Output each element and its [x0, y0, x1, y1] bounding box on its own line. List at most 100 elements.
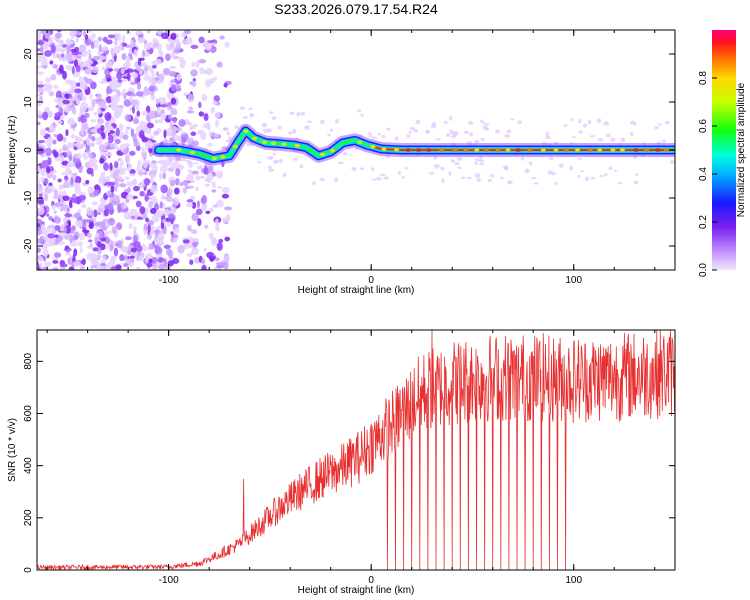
noise-blob — [136, 110, 141, 117]
noise-blob — [135, 200, 142, 208]
trace-hotspot — [644, 148, 650, 152]
noise-blob — [217, 186, 223, 189]
noise-blob — [172, 223, 180, 229]
noise-blob — [428, 171, 435, 175]
noise-blob — [590, 176, 596, 180]
noise-blob — [106, 60, 114, 69]
noise-blob — [495, 129, 500, 134]
snr-series-line — [37, 330, 675, 570]
noise-blob — [155, 71, 160, 78]
noise-blob — [371, 167, 375, 172]
noise-blob — [137, 160, 142, 169]
noise-blob — [246, 144, 253, 147]
noise-blob — [503, 165, 509, 170]
noise-blob — [41, 223, 45, 232]
noise-blob — [75, 220, 83, 227]
plot-frame-bottom — [36, 329, 676, 571]
noise-blob — [51, 149, 57, 155]
noise-blob — [154, 43, 159, 48]
noise-blob — [58, 39, 64, 48]
noise-blob — [51, 52, 60, 59]
noise-blob — [68, 154, 72, 162]
noise-blob — [129, 169, 136, 175]
noise-blob — [456, 156, 463, 161]
trace-hotspot — [252, 136, 258, 141]
noise-blob — [70, 198, 79, 204]
noise-blob — [97, 221, 106, 228]
noise-blob — [173, 187, 180, 195]
noise-blob — [90, 128, 97, 133]
noise-blob — [74, 135, 79, 142]
noise-blob — [215, 224, 220, 232]
noise-blob — [123, 92, 127, 100]
noise-blob — [212, 100, 218, 105]
noise-blob — [191, 212, 199, 222]
colorbar-tick-label: 0.4 — [698, 167, 709, 181]
noise-blob — [596, 118, 602, 123]
noise-blob — [151, 77, 156, 86]
noise-blob — [175, 127, 183, 132]
noise-blob — [129, 255, 135, 259]
noise-blob — [201, 194, 208, 204]
noise-blob — [132, 185, 140, 192]
trace-hotspot — [655, 148, 661, 152]
noise-blob — [66, 142, 72, 150]
noise-blob — [146, 30, 151, 34]
noise-blob — [44, 77, 52, 83]
noise-blob — [90, 41, 95, 50]
noise-blob — [124, 114, 132, 122]
noise-blob — [144, 217, 150, 222]
noise-blob — [136, 91, 144, 97]
noise-blob — [37, 165, 41, 173]
noise-blob — [443, 121, 448, 124]
noise-blob — [62, 144, 68, 152]
noise-blob — [74, 142, 82, 148]
noise-blob — [195, 208, 203, 216]
noise-blob — [193, 238, 199, 243]
noise-blob — [74, 176, 82, 184]
noise-blob — [109, 256, 116, 265]
noise-blob — [45, 166, 51, 174]
noise-blob — [45, 147, 52, 157]
noise-blob — [182, 239, 190, 244]
trace-hotspot — [281, 142, 287, 146]
trace-hotspot — [232, 144, 238, 149]
noise-blob — [112, 194, 120, 202]
noise-blob — [487, 178, 493, 182]
noise-blob — [120, 158, 124, 165]
noise-blob — [110, 99, 116, 109]
noise-blob — [49, 124, 55, 132]
noise-blob — [292, 157, 299, 161]
noise-blob — [221, 193, 230, 199]
noise-blob — [517, 120, 523, 125]
noise-blob — [66, 53, 73, 63]
noise-blob — [64, 167, 71, 177]
noise-blob — [190, 69, 198, 77]
trace-hotspot — [294, 143, 300, 148]
noise-blob — [191, 170, 199, 175]
noise-blob — [162, 227, 167, 235]
noise-blob — [282, 172, 287, 178]
noise-blob — [186, 252, 193, 258]
noise-blob — [162, 68, 171, 76]
noise-blob — [92, 55, 100, 61]
noise-blob — [132, 241, 141, 248]
noise-blob — [577, 157, 582, 160]
noise-blob — [582, 123, 588, 128]
y-tick-label: 10 — [23, 96, 34, 108]
trace-hotspot — [394, 147, 400, 152]
noise-blob — [167, 189, 173, 196]
noise-blob — [520, 156, 525, 161]
noise-blob — [173, 48, 181, 54]
noise-blob — [195, 59, 200, 69]
noise-blob — [86, 106, 95, 112]
noise-blob — [207, 165, 213, 174]
noise-blob — [130, 99, 138, 107]
noise-blob — [337, 161, 344, 165]
noise-blob — [445, 133, 451, 137]
noise-blob — [129, 173, 136, 177]
noise-blob — [53, 234, 59, 238]
noise-blob — [83, 219, 92, 223]
noise-blob — [37, 226, 42, 236]
noise-blob — [124, 128, 129, 135]
